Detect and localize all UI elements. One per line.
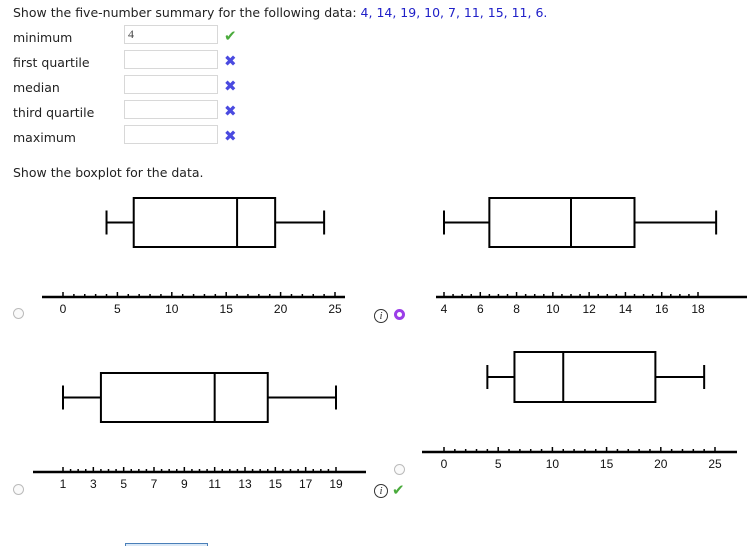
tick-label: 12 — [582, 302, 596, 316]
tick-label: 25 — [708, 457, 722, 471]
submit-button[interactable] — [125, 543, 208, 546]
question-text: Show the five-number summary for the fol… — [13, 5, 547, 20]
tick-label: 9 — [181, 477, 188, 491]
tick-label: 15 — [220, 302, 234, 316]
data-values: 4, 14, 19, 10, 7, 11, 15, 11, 6. — [360, 5, 548, 20]
tick-label: 5 — [114, 302, 121, 316]
tick-label: 5 — [495, 457, 502, 471]
tick-label: 15 — [269, 477, 283, 491]
x-icon: ✖ — [224, 102, 237, 120]
field-input[interactable] — [124, 25, 218, 44]
choice-radio[interactable] — [394, 464, 405, 475]
box — [132, 197, 277, 248]
field-input[interactable] — [124, 75, 218, 94]
tick-label: 13 — [238, 477, 252, 491]
tick-label: 25 — [328, 302, 342, 316]
info-icon[interactable]: i — [374, 484, 388, 498]
field-label: median — [13, 80, 60, 95]
box — [99, 372, 269, 423]
tick-label: 20 — [654, 457, 668, 471]
tick-label: 1 — [60, 477, 67, 491]
check-icon: ✔ — [224, 27, 237, 45]
tick-label: 0 — [441, 457, 448, 471]
x-icon: ✖ — [224, 77, 237, 95]
info-icon[interactable]: i — [374, 309, 388, 323]
tick-label: 17 — [299, 477, 313, 491]
field-label: maximum — [13, 130, 76, 145]
tick-label: 14 — [619, 302, 633, 316]
boxplot-prompt: Show the boxplot for the data. — [13, 165, 204, 180]
tick-label: 18 — [691, 302, 705, 316]
tick-label: 4 — [441, 302, 448, 316]
field-input[interactable] — [124, 125, 218, 144]
tick-label: 10 — [546, 302, 560, 316]
field-input[interactable] — [124, 50, 218, 69]
tick-label: 19 — [329, 477, 343, 491]
choice-radio[interactable] — [394, 309, 405, 320]
field-label: first quartile — [13, 55, 90, 70]
field-input[interactable] — [124, 100, 218, 119]
tick-label: 7 — [151, 477, 158, 491]
x-icon: ✖ — [224, 127, 237, 145]
tick-label: 0 — [60, 302, 67, 316]
tick-label: 8 — [513, 302, 520, 316]
tick-label: 11 — [208, 477, 221, 491]
tick-label: 10 — [546, 457, 560, 471]
tick-label: 3 — [90, 477, 97, 491]
choice-radio[interactable] — [13, 308, 24, 319]
field-label: minimum — [13, 30, 73, 45]
tick-label: 6 — [477, 302, 484, 316]
x-icon: ✖ — [224, 52, 237, 70]
tick-label: 5 — [120, 477, 127, 491]
tick-label: 10 — [165, 302, 179, 316]
check-icon: ✔ — [392, 481, 405, 499]
question-prefix: Show the five-number summary for the fol… — [13, 5, 357, 20]
tick-label: 15 — [600, 457, 614, 471]
tick-label: 16 — [655, 302, 669, 316]
field-label: third quartile — [13, 105, 95, 120]
box — [513, 351, 657, 403]
choice-radio[interactable] — [13, 484, 24, 495]
tick-label: 20 — [274, 302, 288, 316]
box — [488, 197, 636, 248]
